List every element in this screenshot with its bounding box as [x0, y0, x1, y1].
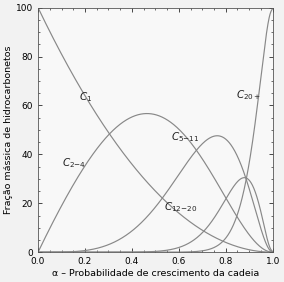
Text: $C_{20+}$: $C_{20+}$ [236, 88, 262, 102]
Text: $C_{2\mathregular{-}4}$: $C_{2\mathregular{-}4}$ [62, 157, 86, 170]
Text: $C_{5\mathregular{-}11}$: $C_{5\mathregular{-}11}$ [171, 130, 199, 144]
Text: $C_1$: $C_1$ [79, 91, 92, 104]
Text: $C_{12\mathregular{-}20}$: $C_{12\mathregular{-}20}$ [164, 201, 197, 214]
Y-axis label: Fração mássica de hidrocarbonetos: Fração mássica de hidrocarbonetos [4, 46, 13, 214]
X-axis label: α – Probabilidade de crescimento da cadeia: α – Probabilidade de crescimento da cade… [52, 269, 259, 278]
